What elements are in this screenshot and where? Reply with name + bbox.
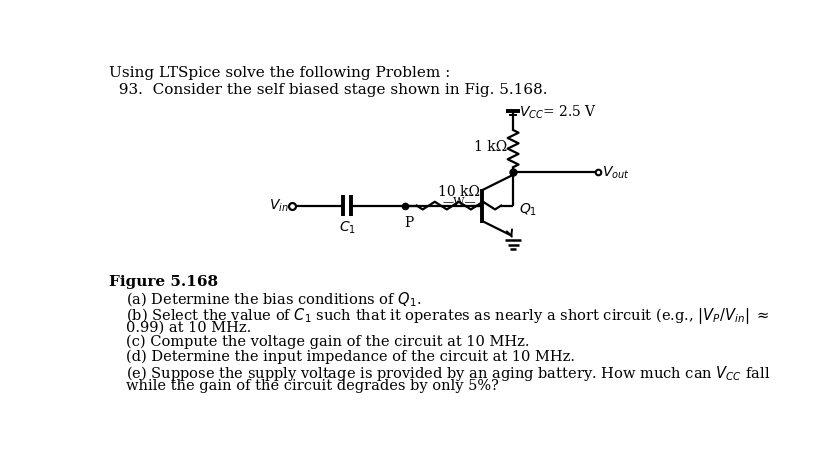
Text: P: P — [404, 216, 413, 231]
Text: 1 kΩ: 1 kΩ — [473, 140, 507, 154]
Text: (b) Select the value of $C_1$ such that it operates as nearly a short circuit (e: (b) Select the value of $C_1$ such that … — [125, 306, 769, 326]
Text: while the gain of the circuit degrades by only 5%?: while the gain of the circuit degrades b… — [125, 379, 499, 393]
Text: $V_{in}$: $V_{in}$ — [269, 197, 288, 214]
Text: (a) Determine the bias conditions of $Q_1$.: (a) Determine the bias conditions of $Q_… — [125, 291, 421, 310]
Text: Figure 5.168: Figure 5.168 — [109, 275, 218, 289]
Text: —W—: —W— — [442, 197, 476, 207]
Text: $Q_1$: $Q_1$ — [519, 201, 537, 218]
Text: 93.  Consider the self biased stage shown in Fig. 5.168.: 93. Consider the self biased stage shown… — [109, 83, 547, 97]
Text: 0.99) at 10 MHz.: 0.99) at 10 MHz. — [125, 320, 251, 334]
Text: 10 kΩ: 10 kΩ — [438, 186, 480, 200]
Text: (e) Suppose the supply voltage is provided by an aging battery. How much can $V_: (e) Suppose the supply voltage is provid… — [125, 364, 770, 383]
Text: $V_{out}$: $V_{out}$ — [602, 164, 630, 181]
Text: $V_{CC}$= 2.5 V: $V_{CC}$= 2.5 V — [518, 104, 597, 121]
Text: $C_1$: $C_1$ — [339, 219, 355, 236]
Text: Using LTSpice solve the following Problem :: Using LTSpice solve the following Proble… — [109, 66, 450, 80]
Text: (c) Compute the voltage gain of the circuit at 10 MHz.: (c) Compute the voltage gain of the circ… — [125, 335, 529, 349]
Text: (d) Determine the input impedance of the circuit at 10 MHz.: (d) Determine the input impedance of the… — [125, 350, 575, 364]
